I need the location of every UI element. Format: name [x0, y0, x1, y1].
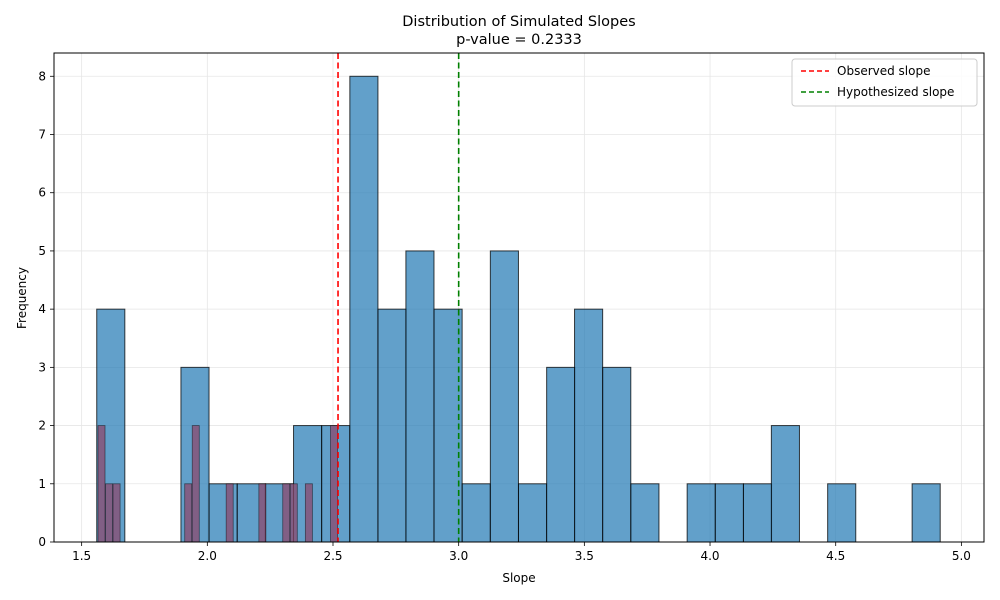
histogram-bar — [461, 483, 491, 543]
histogram-bar — [911, 483, 941, 543]
plot-frame — [53, 52, 985, 543]
overlay-bar — [97, 425, 106, 543]
x-tick-label: 2.0 — [198, 549, 217, 563]
y-tick-label: 5 — [38, 244, 46, 258]
overlay-bar — [289, 483, 298, 543]
legend: Observed slope Hypothesized slope — [791, 58, 978, 107]
x-tick-label: 4.0 — [700, 549, 719, 563]
overlay-bar — [282, 483, 291, 543]
x-tick-label: 3.0 — [449, 549, 468, 563]
x-tick-label: 3.5 — [575, 549, 594, 563]
overlay-bar — [105, 483, 113, 543]
overlay-bar — [330, 425, 338, 543]
overlay-bar — [225, 483, 234, 543]
histogram-bar — [405, 250, 435, 543]
y-tick-label: 3 — [38, 360, 46, 374]
histogram-bar — [630, 483, 660, 543]
histogram-bar — [377, 308, 407, 543]
x-tick-label: 1.5 — [72, 549, 91, 563]
x-axis-ticks: 1.5 2.0 2.5 3.0 3.5 4.0 4.5 5.0 — [72, 542, 971, 563]
y-tick-label: 2 — [38, 419, 46, 433]
x-tick-label: 5.0 — [952, 549, 971, 563]
histogram-bar — [349, 75, 379, 543]
histogram-bar — [433, 308, 463, 543]
histogram-bar — [770, 425, 800, 543]
overlay-bar — [184, 483, 193, 543]
histogram-bar — [546, 366, 576, 543]
y-tick-label: 1 — [38, 477, 46, 491]
overlay-bar — [304, 483, 313, 543]
histogram-bar — [489, 250, 519, 543]
y-tick-label: 6 — [38, 186, 46, 200]
legend-hypothesized-label: Hypothesized slope — [837, 85, 954, 99]
y-tick-label: 4 — [38, 302, 46, 316]
x-axis-label: Slope — [502, 571, 535, 585]
chart-title: Distribution of Simulated Slopes — [402, 14, 635, 30]
histogram-bar — [686, 483, 716, 543]
y-axis-label: Frequency — [15, 267, 29, 329]
overlay-bar — [112, 483, 121, 543]
y-tick-label: 8 — [38, 69, 46, 83]
histogram-bar — [602, 366, 632, 543]
histogram-bar — [714, 483, 744, 543]
histogram-bar — [742, 483, 773, 543]
x-tick-label: 2.5 — [323, 549, 342, 563]
y-axis-ticks: 0 1 2 3 4 5 6 7 8 — [38, 69, 54, 549]
chart-subtitle: p-value = 0.2333 — [456, 32, 582, 48]
overlay-bar — [258, 483, 267, 543]
histogram-bar — [827, 483, 857, 543]
legend-observed-label: Observed slope — [837, 64, 930, 78]
histogram-bar — [517, 483, 548, 543]
y-tick-label: 7 — [38, 128, 46, 142]
overlay-bar — [191, 425, 200, 543]
reference-lines — [337, 53, 460, 542]
x-tick-label: 4.5 — [826, 549, 845, 563]
legend-box — [791, 58, 978, 107]
y-tick-label: 0 — [38, 535, 46, 549]
histogram-bar — [574, 308, 604, 543]
